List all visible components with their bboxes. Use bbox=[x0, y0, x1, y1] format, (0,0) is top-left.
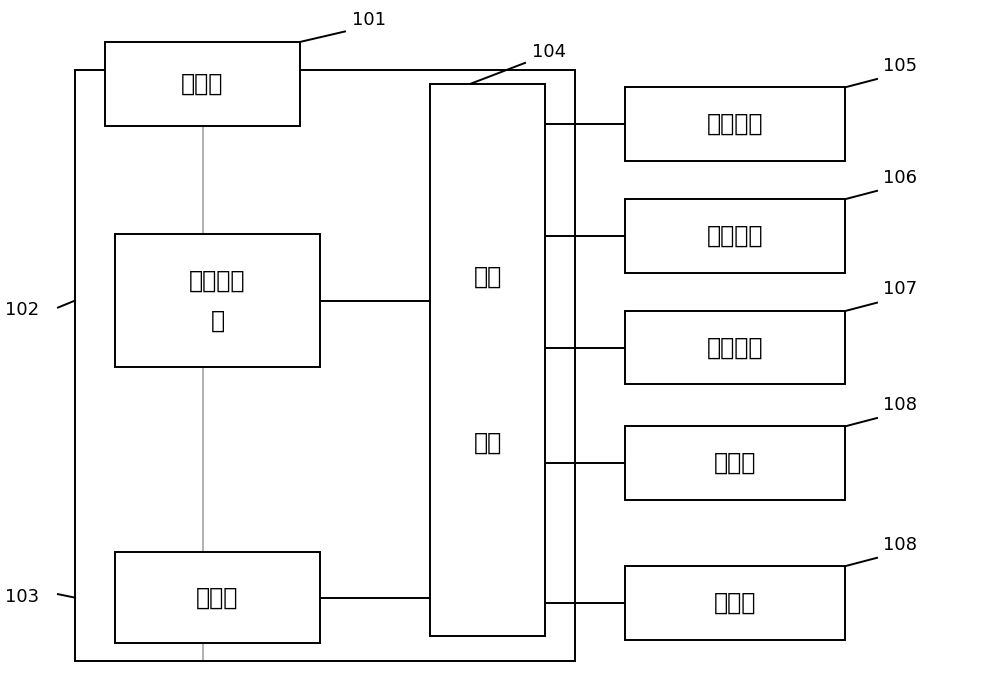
Text: 外设: 外设 bbox=[473, 265, 502, 289]
Text: 音频模块: 音频模块 bbox=[707, 224, 763, 248]
Bar bbox=[105, 42, 300, 126]
Bar bbox=[430, 84, 545, 636]
Text: 105: 105 bbox=[883, 57, 917, 75]
Text: 接口: 接口 bbox=[473, 431, 502, 455]
Text: 存储控制: 存储控制 bbox=[189, 268, 246, 293]
Bar bbox=[115, 234, 320, 367]
Text: 传感器: 传感器 bbox=[714, 451, 756, 475]
Text: 104: 104 bbox=[532, 43, 566, 61]
Text: 108: 108 bbox=[883, 535, 917, 554]
Bar bbox=[115, 552, 320, 643]
Text: 107: 107 bbox=[883, 280, 917, 298]
Text: 器: 器 bbox=[210, 308, 225, 333]
Bar bbox=[75, 70, 575, 661]
Bar bbox=[625, 566, 845, 640]
Text: 处理器: 处理器 bbox=[196, 586, 239, 610]
Text: 108: 108 bbox=[883, 396, 917, 414]
Bar bbox=[625, 199, 845, 273]
Text: 显示屏幕: 显示屏幕 bbox=[707, 336, 763, 360]
Bar bbox=[625, 426, 845, 500]
Bar bbox=[625, 311, 845, 384]
Text: 103: 103 bbox=[5, 588, 39, 606]
Text: 存储器: 存储器 bbox=[181, 72, 224, 96]
Bar bbox=[625, 87, 845, 161]
Text: 101: 101 bbox=[352, 11, 386, 29]
Text: 106: 106 bbox=[883, 168, 917, 187]
Text: 射频模块: 射频模块 bbox=[707, 112, 763, 136]
Text: 传感器: 传感器 bbox=[714, 591, 756, 615]
Text: 102: 102 bbox=[5, 301, 39, 319]
